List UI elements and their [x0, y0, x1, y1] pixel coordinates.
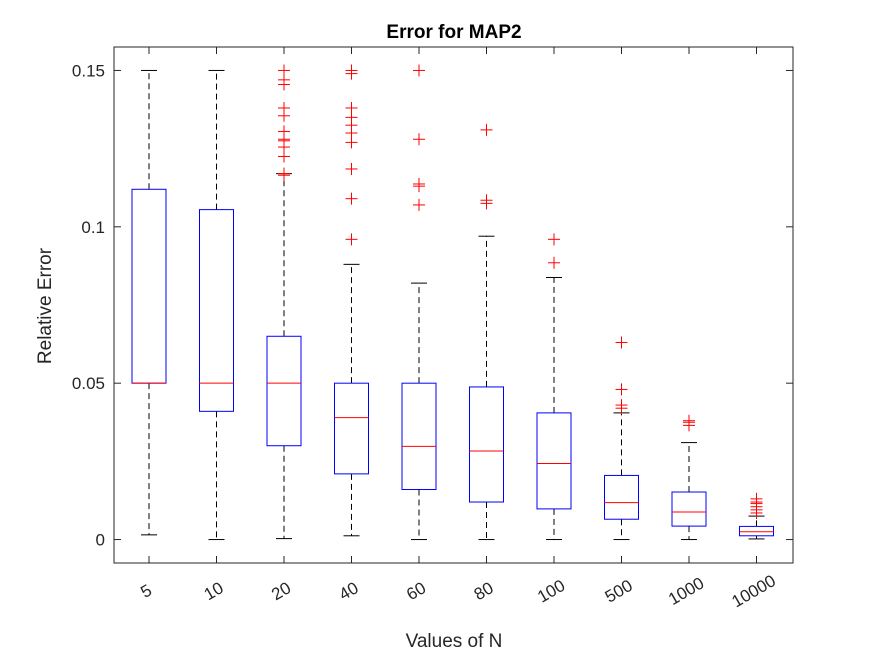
outlier-marker — [683, 414, 695, 427]
outlier-marker — [615, 399, 628, 412]
box-n-1000 — [671, 491, 707, 527]
y-tick-label: 0 — [96, 531, 105, 550]
outlier-marker — [750, 492, 763, 505]
outlier-marker — [345, 101, 358, 114]
box-n-20 — [266, 335, 302, 447]
box-n-100 — [536, 412, 572, 510]
outlier-marker — [615, 336, 628, 349]
chart-title: Error for MAP2 — [386, 22, 521, 43]
outlier-marker — [278, 167, 290, 180]
outlier-marker — [345, 233, 358, 246]
outlier-marker — [413, 177, 425, 190]
y-tick-label: 0.1 — [81, 218, 105, 237]
outlier-marker — [548, 256, 560, 269]
outlier-marker — [345, 192, 358, 205]
outlier-marker — [413, 198, 425, 211]
outlier-marker — [548, 233, 560, 246]
outlier-marker — [413, 64, 425, 77]
box-n-10 — [199, 209, 234, 412]
outlier-marker — [345, 64, 358, 77]
box-n-40 — [334, 382, 369, 475]
box-n-60 — [401, 382, 437, 491]
outlier-marker — [345, 162, 358, 175]
plot-layer — [131, 64, 774, 541]
y-tick-label: 0.15 — [72, 61, 105, 80]
outlier-marker — [278, 64, 290, 77]
axes-frame — [113, 46, 794, 564]
outlier-marker — [413, 133, 425, 146]
box-n-10000 — [739, 525, 774, 537]
box-n-500 — [604, 474, 639, 520]
y-axis-label: Relative Error — [35, 247, 56, 364]
outlier-marker — [278, 125, 290, 138]
outlier-marker — [480, 194, 493, 207]
y-tick-label: 0.05 — [72, 374, 105, 393]
x-axis-label: Values of N — [406, 631, 503, 652]
outlier-marker — [278, 101, 290, 114]
outlier-marker — [615, 383, 628, 396]
box-n-80 — [469, 386, 504, 503]
outlier-marker — [480, 123, 493, 136]
